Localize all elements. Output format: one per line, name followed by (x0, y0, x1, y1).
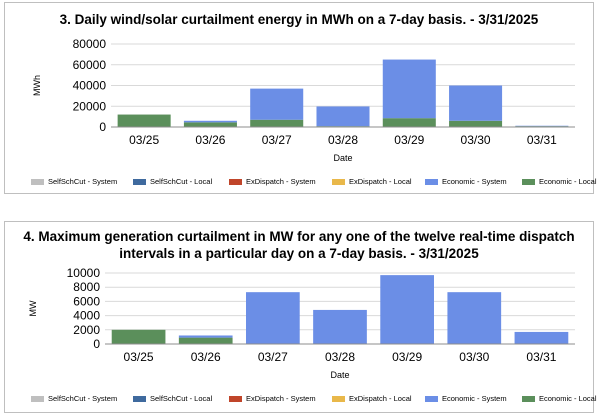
legend-item: ExDispatch - System (229, 394, 316, 403)
legend-item: SelfSchCut - Local (133, 177, 212, 186)
x-tick-label: 03/27 (258, 350, 288, 364)
legend-label: SelfSchCut - Local (150, 177, 213, 186)
legend-label: Economic - System (442, 177, 507, 186)
bar-segment (449, 85, 503, 121)
y-tick-label: 80000 (73, 37, 107, 51)
legend-label: ExDispatch - Local (349, 394, 412, 403)
legend-label: SelfSchCut - System (48, 394, 118, 403)
y-tick-label: 2000 (73, 323, 100, 337)
chart-title: 3. Daily wind/solar curtailment energy i… (59, 12, 539, 27)
legend-swatch (522, 396, 535, 403)
x-axis-title: Date (330, 370, 349, 380)
x-tick-label: 03/31 (527, 133, 557, 147)
x-tick-label: 03/28 (328, 133, 358, 147)
legend-label: ExDispatch - Local (349, 177, 412, 186)
legend-item: ExDispatch - Local (332, 394, 412, 403)
bar-segment (380, 275, 434, 344)
x-tick-label: 03/25 (124, 350, 154, 364)
x-tick-label: 03/25 (129, 133, 159, 147)
legend-label: SelfSchCut - Local (150, 394, 213, 403)
legend-swatch (425, 396, 438, 403)
bar-segment (178, 335, 233, 338)
legend-item: Economic - System (425, 177, 507, 186)
legend-item: SelfSchCut - Local (133, 394, 212, 403)
bar-segment (183, 120, 237, 123)
x-tick-label: 03/27 (262, 133, 292, 147)
y-tick-label: 4000 (73, 309, 100, 323)
y-axis-title: MWh (32, 75, 42, 96)
legend-item: ExDispatch - System (229, 177, 316, 186)
legend-swatch (229, 396, 242, 403)
legend-label: Economic - System (442, 394, 507, 403)
legend-swatch (425, 179, 438, 186)
bar-segment (449, 120, 503, 127)
legend-item: SelfSchCut - System (31, 394, 117, 403)
y-tick-label: 60000 (73, 58, 107, 72)
chart-legend: SelfSchCut - System SelfSchCut - Local ExD… (5, 394, 597, 406)
chart-title: 4. Maximum generation curtailment in MW … (5, 228, 593, 262)
chart-panel-max-curtailment: 4. Maximum generation curtailment in MW … (4, 221, 597, 413)
legend-swatch (229, 179, 242, 186)
legend-swatch (332, 396, 345, 403)
bar-segment (246, 292, 300, 344)
x-tick-label: 03/30 (461, 133, 491, 147)
legend-item: SelfSchCut - System (31, 177, 117, 186)
bar-segment (447, 292, 502, 344)
bar-segment (382, 59, 436, 119)
y-tick-label: 10000 (67, 266, 101, 280)
bar-segment (250, 119, 304, 127)
legend-item: Economic - Local (522, 394, 597, 403)
x-tick-label: 03/26 (191, 350, 221, 364)
legend-item: Economic - System (425, 394, 507, 403)
legend-swatch (133, 179, 146, 186)
legend-label: SelfSchCut - System (48, 177, 118, 186)
chart-legend: SelfSchCut - System SelfSchCut - Local ExD… (5, 177, 597, 189)
chart-panel-curtailment-energy: 3. Daily wind/solar curtailment energy i… (4, 2, 597, 194)
legend-label: Economic - Local (539, 394, 597, 403)
x-tick-label: 03/26 (195, 133, 225, 147)
legend-item: ExDispatch - Local (332, 177, 412, 186)
y-tick-label: 40000 (73, 79, 107, 93)
y-tick-label: 8000 (73, 280, 100, 294)
x-tick-label: 03/29 (392, 350, 422, 364)
bar-segment (183, 122, 237, 127)
y-tick-label: 20000 (73, 99, 107, 113)
bar-segment (178, 337, 233, 344)
legend-swatch (31, 396, 44, 403)
y-tick-label: 6000 (73, 294, 100, 308)
bar-segment (313, 309, 367, 344)
x-axis-title: Date (333, 153, 352, 163)
y-axis-title: MW (28, 300, 38, 316)
bar-segment (316, 106, 370, 127)
bar-segment (111, 329, 166, 344)
y-tick-label: 0 (93, 337, 100, 351)
legend-label: Economic - Local (539, 177, 597, 186)
x-tick-label: 03/29 (394, 133, 424, 147)
bar-segment (382, 118, 436, 127)
legend-swatch (332, 179, 345, 186)
x-tick-label: 03/28 (325, 350, 355, 364)
legend-label: ExDispatch - System (246, 177, 316, 186)
bar-segment (514, 331, 569, 344)
chart-curtailment-energy: 0 20000 40000 60000 80000 03/25 03/26 03/27 03/2… (32, 37, 575, 163)
x-tick-label: 03/30 (459, 350, 489, 364)
legend-item: Economic - Local (522, 177, 597, 186)
x-tick-label: 03/31 (526, 350, 556, 364)
legend-swatch (31, 179, 44, 186)
bar-segment (117, 114, 171, 127)
chart-title-text: 4. Maximum generation curtailment in MW … (23, 229, 575, 261)
y-tick-label: 0 (99, 120, 106, 134)
bar-segment (250, 88, 304, 120)
legend-swatch (522, 179, 535, 186)
legend-swatch (133, 396, 146, 403)
legend-label: ExDispatch - System (246, 394, 316, 403)
